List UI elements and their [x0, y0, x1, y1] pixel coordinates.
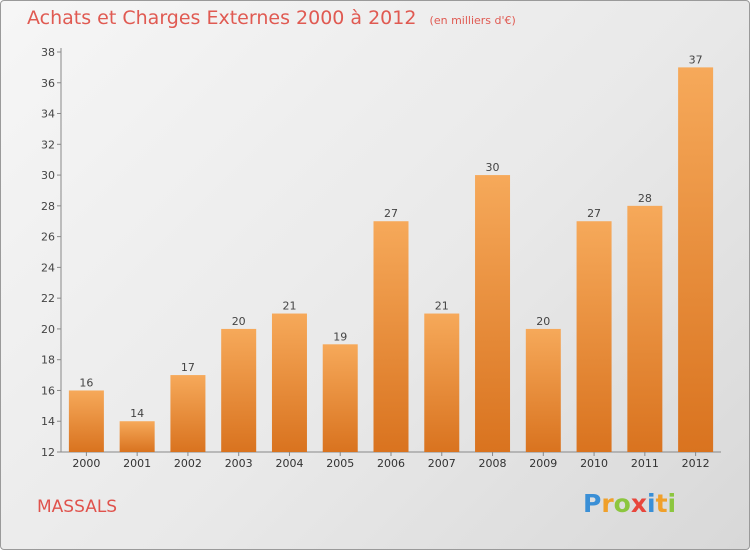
x-tick-label: 2006 [377, 457, 405, 470]
bar [627, 205, 663, 452]
bar [221, 328, 257, 452]
x-tick-label: 2007 [428, 457, 456, 470]
y-tick-label: 14 [41, 415, 55, 428]
bar-value-label: 21 [282, 300, 296, 313]
bar-value-label: 20 [536, 315, 550, 328]
bar-value-label: 30 [486, 161, 500, 174]
chart-title-block: Achats et Charges Externes 2000 à 2012 (… [27, 7, 516, 29]
logo-letter: t [655, 489, 668, 518]
bar [119, 421, 155, 452]
y-tick-label: 30 [41, 169, 55, 182]
bar-value-label: 20 [232, 315, 246, 328]
logo-letter: i [647, 489, 656, 518]
logo-letter: P [583, 489, 602, 518]
y-tick-label: 28 [41, 200, 55, 213]
x-tick-label: 2011 [631, 457, 659, 470]
y-tick-label: 26 [41, 231, 55, 244]
y-tick-label: 16 [41, 384, 55, 397]
logo-letter: r [601, 489, 614, 518]
chart-title: Achats et Charges Externes 2000 à 2012 [27, 7, 417, 29]
bar [576, 221, 612, 452]
bar-value-label: 17 [181, 361, 195, 374]
bar [475, 175, 511, 453]
logo-letter: i [667, 489, 677, 518]
x-tick-label: 2002 [174, 457, 202, 470]
bar-value-label: 21 [435, 300, 449, 313]
logo-letter: x [630, 489, 647, 518]
x-tick-label: 2005 [326, 457, 354, 470]
y-tick-label: 34 [41, 108, 55, 121]
bar [271, 313, 307, 452]
y-tick-label: 32 [41, 138, 55, 151]
x-tick-label: 2009 [529, 457, 557, 470]
bar-value-label: 28 [638, 192, 652, 205]
bar-value-label: 19 [333, 330, 347, 343]
bar-value-label: 37 [689, 53, 703, 66]
logo-letter: o [613, 489, 631, 518]
bar [322, 344, 358, 452]
y-tick-label: 20 [41, 323, 55, 336]
bar [68, 390, 104, 452]
y-tick-label: 24 [41, 261, 55, 274]
bar-value-label: 27 [384, 207, 398, 220]
x-tick-label: 2000 [72, 457, 100, 470]
y-tick-label: 22 [41, 292, 55, 305]
unit-note: (en milliers d'€) [429, 14, 516, 27]
x-tick-label: 2003 [225, 457, 253, 470]
bar [424, 313, 460, 452]
x-tick-label: 2004 [275, 457, 303, 470]
bar-value-label: 16 [79, 376, 93, 389]
proxiti-logo: Proxiti [583, 489, 676, 518]
bar [373, 221, 409, 452]
bar [170, 375, 206, 452]
x-tick-label: 2012 [682, 457, 710, 470]
bar [525, 328, 561, 452]
y-tick-label: 12 [41, 446, 55, 459]
bar-value-label: 14 [130, 407, 144, 420]
x-tick-label: 2010 [580, 457, 608, 470]
x-tick-label: 2001 [123, 457, 151, 470]
x-tick-label: 2008 [479, 457, 507, 470]
y-tick-label: 18 [41, 354, 55, 367]
bar [678, 67, 714, 452]
bar-value-label: 27 [587, 207, 601, 220]
commune-name: MASSALS [37, 497, 118, 517]
y-tick-label: 36 [41, 77, 55, 90]
y-tick-label: 38 [41, 46, 55, 59]
